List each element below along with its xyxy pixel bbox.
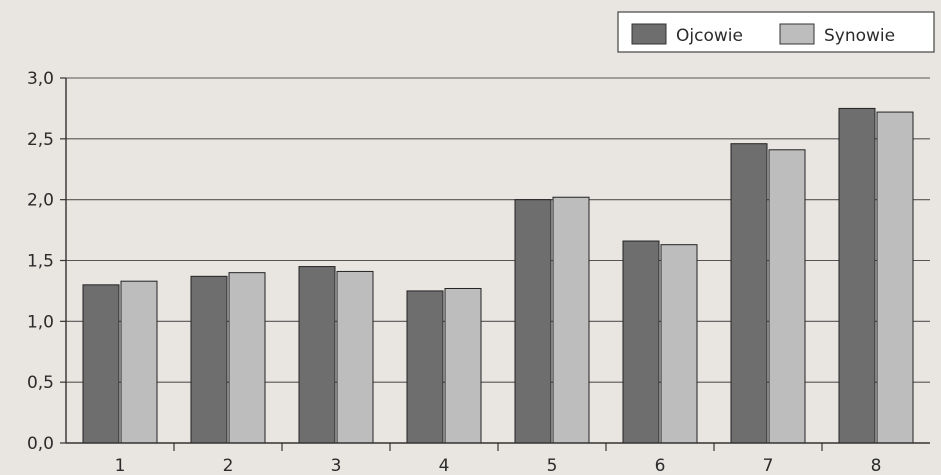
- x-tick-label: 6: [655, 456, 666, 475]
- x-tick-label: 5: [547, 456, 558, 475]
- y-tick-label: 0,5: [27, 373, 54, 393]
- bar-synowie-4: [444, 287, 482, 444]
- bar-synowie-8: [876, 111, 914, 444]
- bar-synowie-5: [552, 196, 590, 444]
- y-tick-label: 0,0: [27, 434, 54, 454]
- bar-ojcowie-7: [730, 143, 768, 444]
- y-tick-label: 2,5: [27, 130, 54, 150]
- bar-synowie-2: [228, 272, 266, 444]
- bar-synowie-3: [336, 270, 374, 444]
- bar-ojcowie-8: [838, 107, 876, 444]
- bar-ojcowie-3: [298, 266, 336, 444]
- bar-ojcowie-4: [406, 290, 444, 444]
- legend-swatch-ojcowie: [631, 23, 667, 45]
- bar-synowie-1: [120, 280, 158, 444]
- x-tick-labels: 1 2 3 4 5 6 7 8: [115, 456, 882, 475]
- bar-ojcowie-1: [82, 284, 120, 444]
- y-tick-label: 2,0: [27, 191, 54, 211]
- bar-ojcowie-6: [622, 240, 660, 444]
- bar-ojcowie-2: [190, 275, 228, 444]
- x-tick-label: 4: [439, 456, 450, 475]
- legend-label-synowie: Synowie: [824, 26, 895, 46]
- bar-ojcowie-5: [514, 199, 552, 444]
- y-tick-labels: 0,0 0,5 1,0 1,5 2,0 2,5 3,0: [27, 69, 54, 454]
- bar-synowie-7: [768, 149, 806, 444]
- y-tick-label: 1,5: [27, 252, 54, 272]
- legend-box: [617, 11, 935, 53]
- legend: Ojcowie Synowie: [617, 11, 935, 53]
- y-tick-label: 3,0: [27, 69, 54, 89]
- x-tick-label: 7: [763, 456, 774, 475]
- legend-label-ojcowie: Ojcowie: [676, 26, 743, 46]
- y-tick-label: 1,0: [27, 312, 54, 332]
- axes: [65, 78, 930, 451]
- legend-swatch-synowie: [779, 23, 815, 45]
- x-tick-label: 8: [871, 456, 882, 475]
- bars: [82, 107, 914, 444]
- x-tick-label: 3: [331, 456, 342, 475]
- x-tick-label: 1: [115, 456, 126, 475]
- bar-synowie-6: [660, 244, 698, 444]
- x-tick-label: 2: [223, 456, 234, 475]
